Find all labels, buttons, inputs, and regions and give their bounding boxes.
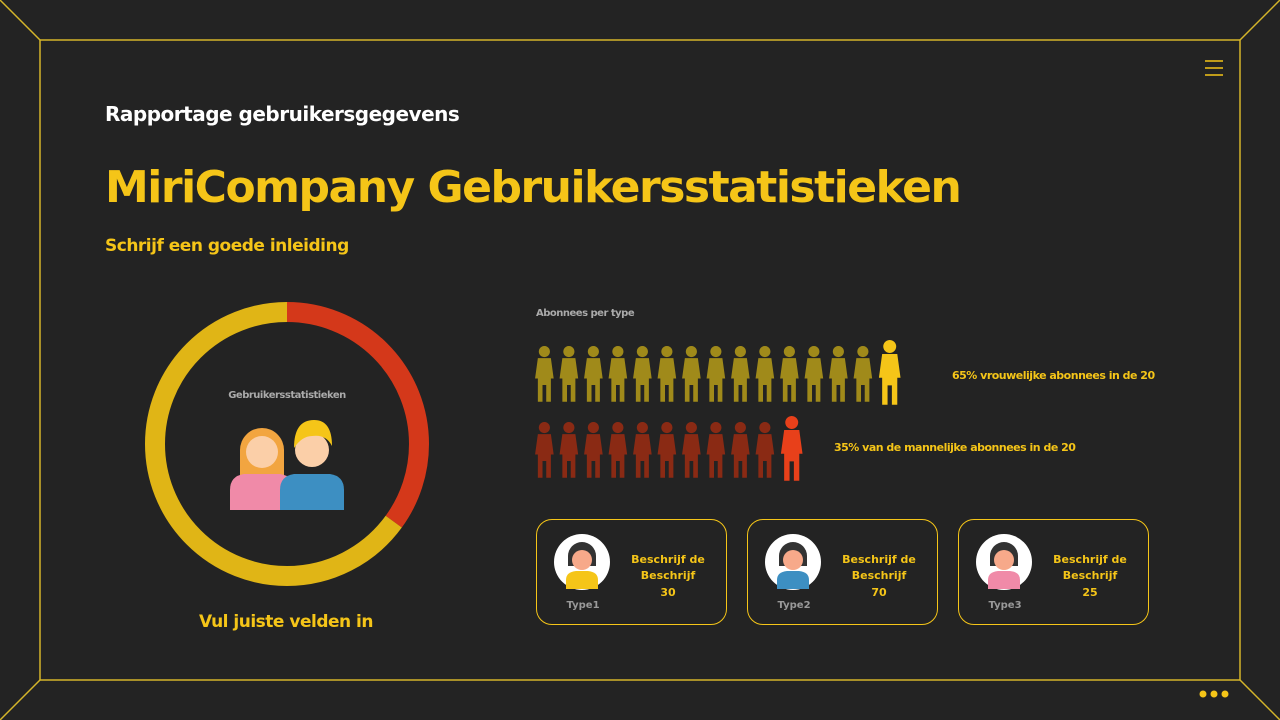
person-icon: [535, 346, 554, 402]
card-type: Type3: [988, 600, 1022, 611]
person-icon: [829, 346, 848, 402]
person-icon: [584, 422, 603, 478]
person-icon: [853, 346, 873, 402]
card-title: Beschrijf de Beschrijf: [1053, 553, 1127, 582]
card-title: Beschrijf de Beschrijf: [842, 553, 916, 582]
person-icon: [780, 416, 803, 481]
kicker: Rapportage gebruikersgegevens: [105, 102, 460, 126]
donut-label: Gebruikersstatistieken: [228, 390, 346, 401]
avatar-face: [783, 550, 803, 570]
avatar-face: [994, 550, 1014, 570]
avatar-body: [988, 571, 1020, 589]
menu-icon[interactable]: [1205, 60, 1223, 76]
person-icon: [584, 346, 603, 402]
person-icon: [657, 346, 677, 402]
person-icon: [559, 422, 579, 478]
card-title: Beschrijf de Beschrijf: [631, 553, 705, 582]
card: Beschrijf de Beschrijf 30 Type1: [536, 519, 727, 625]
card-type: Type2: [777, 600, 811, 611]
card-number: 70: [871, 586, 887, 599]
avatar-face: [572, 550, 592, 570]
card-number: 30: [660, 586, 676, 599]
card: Beschrijf de Beschrijf 70 Type2: [747, 519, 938, 625]
person-icon: [755, 422, 775, 478]
row-label: 65% vrouwelijke abonnees in de 20: [952, 369, 1155, 382]
person-icon: [682, 346, 701, 402]
person-icon: [608, 346, 628, 402]
title: MiriCompany Gebruikersstatistieken: [105, 162, 962, 213]
person-icon: [780, 346, 799, 402]
person-icon: [706, 422, 726, 478]
person-icon: [535, 422, 554, 478]
person-icon: [657, 422, 677, 478]
pictogram-title: Abonnees per type: [536, 308, 635, 319]
person-icon: [608, 422, 628, 478]
intro: Schrijf een goede inleiding: [105, 236, 349, 256]
avatar-body: [777, 571, 809, 589]
person-icon: [706, 346, 726, 402]
person-icon: [731, 346, 750, 402]
person-icon: [878, 340, 901, 405]
person-icon: [731, 422, 750, 478]
donut-segment: [145, 302, 429, 586]
person-icon: [633, 422, 652, 478]
person-icon: [755, 346, 775, 402]
card: Beschrijf de Beschrijf 25 Type3: [958, 519, 1149, 625]
card-type: Type1: [566, 600, 600, 611]
card-number: 25: [1082, 586, 1098, 599]
avatar-body: [566, 571, 598, 589]
row-label: 35% van de mannelijke abonnees in de 20: [834, 441, 1076, 454]
more-dots[interactable]: [1199, 690, 1229, 698]
person-icon: [559, 346, 579, 402]
person-icon: [682, 422, 701, 478]
person-icon: [633, 346, 652, 402]
donut-caption: Vul juiste velden in: [199, 612, 373, 632]
frame: [39, 39, 1241, 681]
people-illustration: [230, 420, 344, 510]
person-icon: [804, 346, 824, 402]
